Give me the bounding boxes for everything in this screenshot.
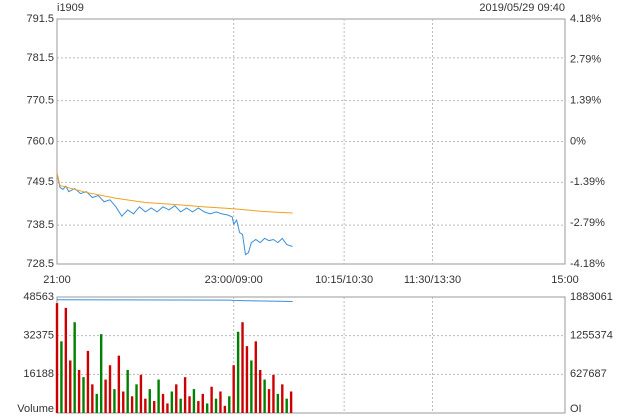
volume-bar	[139, 374, 143, 413]
volume-bar	[276, 393, 280, 413]
volume-bar	[122, 391, 125, 413]
volume-bar	[64, 307, 68, 413]
volume-bar	[175, 384, 178, 413]
volume-bar	[130, 396, 134, 413]
y2-tick-label: -2.79%	[570, 217, 605, 229]
price-line	[56, 172, 293, 256]
x-tick-label: 21:00	[43, 274, 71, 286]
oi-line	[56, 299, 293, 303]
y2-tick-label: 0%	[570, 135, 586, 147]
volume-bar	[73, 322, 76, 413]
volume-bar	[192, 389, 196, 413]
y2-tick-label: 2.79%	[570, 54, 601, 66]
volume-bar	[236, 331, 240, 413]
x-tick-label: 23:00/09:00	[205, 274, 263, 286]
y-tick-label: 749.5	[26, 176, 54, 188]
volume-bar	[205, 403, 209, 413]
volume-bar	[285, 398, 288, 413]
volume-bar	[179, 398, 182, 413]
volume-bar	[267, 389, 271, 413]
y-tick-label: 16188	[23, 368, 54, 380]
volume-bar	[126, 370, 129, 413]
volume-bar	[166, 403, 169, 413]
y2-tick-label: OI	[570, 403, 582, 415]
y2-tick-label: 4.18%	[570, 13, 601, 25]
volume-bar	[188, 396, 191, 413]
volume-bar	[281, 384, 284, 413]
volume-bar	[95, 393, 98, 413]
volume-bar	[201, 393, 204, 413]
volume-bar	[214, 398, 218, 413]
volume-bar	[245, 346, 249, 413]
volume-bar	[289, 391, 293, 413]
volume-bar	[259, 370, 262, 413]
y-tick-label: 791.5	[26, 13, 54, 25]
y-tick-label: Volume	[17, 403, 54, 415]
y2-tick-label: 627687	[570, 368, 607, 380]
timestamp: 2019/05/29 09:40	[479, 2, 565, 14]
volume-bar	[60, 341, 63, 413]
y-tick-label: 738.5	[26, 219, 54, 231]
x-tick-label: 15:00	[551, 274, 579, 286]
y-tick-label: 32375	[23, 330, 54, 342]
x-tick-label: 10:15/10:30	[315, 274, 373, 286]
volume-bar	[263, 379, 266, 413]
volume-bar	[69, 360, 72, 413]
volume-bar	[197, 401, 200, 413]
y2-tick-label: 1.39%	[570, 95, 601, 107]
price-line	[56, 172, 293, 214]
volume-bar	[250, 360, 253, 413]
symbol: i1909	[57, 2, 84, 14]
y2-tick-label: 1883061	[570, 291, 613, 303]
volume-bar	[254, 341, 257, 413]
y-tick-label: 760.0	[26, 135, 54, 147]
x-tick-label: 11:30/13:30	[404, 274, 461, 286]
volume-bar	[82, 377, 85, 413]
volume-bar	[272, 374, 275, 413]
volume-bar	[157, 379, 160, 413]
volume-bar	[228, 396, 231, 413]
volume-bar	[219, 391, 222, 413]
volume-bar	[148, 389, 151, 413]
volume-bar	[77, 370, 81, 413]
y-tick-label: 781.5	[26, 52, 54, 64]
y-tick-label: 770.5	[26, 95, 54, 107]
y2-tick-label: -4.18%	[570, 258, 605, 270]
volume-bar	[152, 401, 156, 413]
volume-bar	[241, 322, 244, 413]
volume-bar	[232, 365, 235, 413]
y2-tick-label: -1.39%	[570, 176, 605, 188]
volume-bar	[210, 386, 213, 413]
y-tick-label: 728.5	[26, 258, 54, 270]
volume-bar	[117, 355, 121, 413]
volume-bar	[170, 391, 174, 413]
volume-frame	[56, 296, 566, 414]
volume-bar	[108, 365, 112, 413]
volume-bar	[55, 303, 59, 413]
volume-bar	[183, 377, 187, 413]
volume-bar	[223, 405, 227, 413]
volume-bar	[135, 384, 138, 413]
volume-bar	[99, 334, 103, 413]
volume-bar	[161, 393, 165, 413]
volume-bar	[86, 350, 90, 413]
y-tick-label: 48563	[23, 291, 54, 303]
y2-tick-label: 1255374	[570, 330, 613, 342]
volume-bar	[113, 389, 116, 413]
volume-bar	[104, 379, 107, 413]
volume-bar	[144, 398, 147, 413]
volume-bar	[91, 384, 94, 413]
